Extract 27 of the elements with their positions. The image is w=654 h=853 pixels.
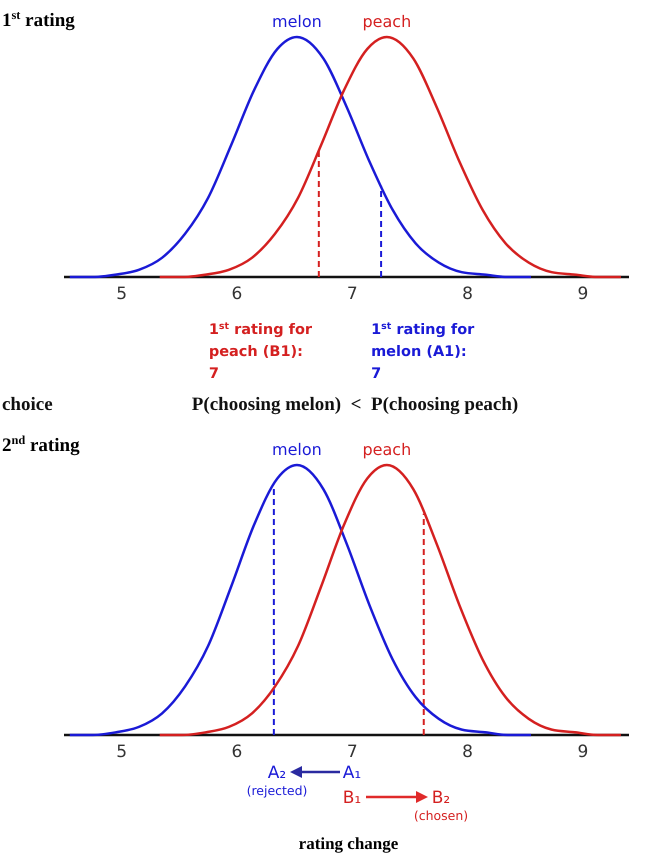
- x-tick-label: 7: [346, 742, 358, 762]
- text: B₂: [432, 788, 450, 808]
- x-tick-label: 6: [232, 284, 242, 304]
- series-label: melon: [272, 12, 322, 31]
- text: P(choosing melon) < P(choosing peach): [192, 394, 518, 415]
- x-tick-label: 7: [346, 284, 358, 304]
- x-tick-label: 9: [577, 742, 588, 762]
- text: A₁: [342, 763, 362, 783]
- series-label: peach: [362, 440, 412, 459]
- chart-title: 1$^{st}$ rating: [2, 8, 76, 31]
- text: choice: [2, 394, 53, 415]
- x-tick-label: 9: [577, 284, 588, 304]
- x-tick-label: 6: [232, 742, 242, 762]
- series-label: peach: [362, 12, 412, 31]
- ref-line-label: 1$^{st}$ rating for melon (A1): 7: [371, 320, 476, 382]
- series-label: melon: [272, 440, 322, 459]
- x-tick-label: 8: [462, 284, 473, 304]
- text: A₂: [268, 763, 286, 783]
- x-tick-label: 5: [116, 742, 128, 762]
- text: (chosen): [414, 808, 468, 823]
- x-tick-label: 5: [116, 284, 128, 304]
- chart-title: 2$^{nd}$ rating: [2, 433, 80, 456]
- x-axis-title: rating change: [298, 834, 399, 853]
- ref-line-label: 1$^{st}$ rating for peach (B1): 7: [208, 320, 313, 382]
- text: (rejected): [246, 783, 308, 798]
- text: B₁: [342, 788, 362, 808]
- x-tick-label: 8: [462, 742, 473, 762]
